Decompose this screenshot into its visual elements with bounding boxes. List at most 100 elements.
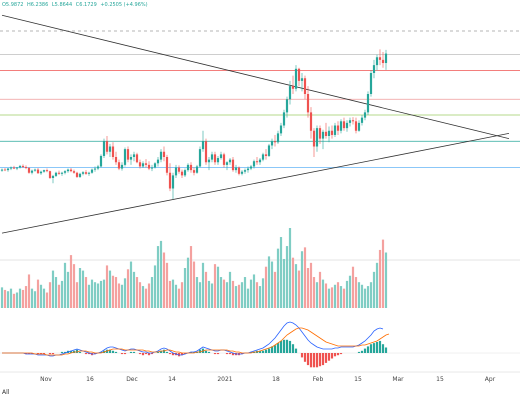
volume-bar: [63, 262, 67, 308]
volume-bar: [378, 249, 382, 308]
macd-histogram-bar: [144, 353, 148, 355]
volume-bar: [348, 275, 352, 308]
candle-body: [279, 125, 283, 134]
candle-body: [252, 161, 256, 167]
macd-histogram-bar: [225, 353, 229, 355]
volume-bar: [321, 279, 325, 308]
candle-body: [291, 86, 295, 89]
candle-body: [171, 175, 175, 189]
ohlc-close: C6.1729: [75, 2, 97, 8]
macd-histogram-bar: [336, 353, 340, 356]
candle-body: [51, 175, 55, 178]
ohlc-low: L5.8644: [51, 2, 73, 8]
macd-histogram-bar: [51, 353, 55, 355]
candle-body: [150, 167, 154, 169]
volume-bar: [15, 292, 19, 308]
macd-histogram-bar: [42, 353, 46, 355]
macd-histogram-bar: [60, 351, 64, 353]
volume-bar: [99, 280, 103, 308]
x-tick-label: 18: [272, 376, 280, 383]
volume-bar: [333, 284, 337, 308]
candle-body: [117, 162, 121, 169]
candle-body: [102, 141, 106, 156]
candle-body: [336, 125, 340, 131]
candle-body: [27, 168, 31, 173]
volume-bar: [111, 275, 115, 308]
volume-bar: [174, 284, 178, 308]
x-tick-label: 15: [354, 376, 362, 383]
volume-bar: [210, 283, 214, 308]
volume-bar: [207, 280, 211, 308]
candle-body: [351, 120, 355, 122]
volume-bar: [297, 270, 301, 308]
macd-histogram-bar: [252, 351, 256, 353]
candle-body: [267, 145, 271, 156]
signal-line: [2, 327, 390, 356]
candle-body: [60, 172, 64, 174]
volume-bar: [114, 277, 118, 308]
trendline: [1, 14, 510, 140]
volume-bar: [168, 280, 172, 308]
macd-histogram-bar: [84, 353, 88, 355]
macd-histogram-bar: [267, 348, 271, 353]
macd-histogram-bar: [363, 348, 367, 353]
volume-bar: [360, 284, 364, 308]
candle-body: [201, 141, 205, 150]
candle-body: [75, 172, 79, 177]
candle-body: [219, 154, 223, 159]
macd-histogram-bar: [360, 350, 364, 353]
candle-body: [153, 163, 157, 168]
volume-bar: [294, 264, 298, 308]
macd-histogram-bar: [291, 344, 295, 353]
trendlines: [1, 14, 510, 234]
candle-body: [189, 164, 193, 171]
macd-histogram-bar: [318, 353, 322, 367]
volume-bar: [318, 271, 322, 308]
volume-bar: [237, 284, 241, 308]
volume-bar: [69, 255, 73, 308]
x-tick-label: Apr: [485, 376, 496, 383]
candle-body: [123, 149, 127, 165]
volume-bar: [21, 289, 25, 308]
volume-bar: [285, 246, 289, 308]
macd-histogram-bar: [375, 342, 379, 353]
macd-histogram-bar: [69, 350, 73, 353]
volume-bar: [204, 271, 208, 308]
volume-bar: [150, 277, 154, 308]
macd-histogram-bar: [312, 353, 316, 368]
x-tick-label: Mar: [392, 376, 404, 383]
macd-histogram-bar: [384, 347, 388, 353]
macd-histogram-bar: [240, 353, 244, 355]
volume-bar: [183, 268, 187, 308]
candle-body: [237, 167, 241, 174]
range-all-button[interactable]: All: [2, 389, 10, 396]
volume-bar: [369, 282, 373, 308]
macd-histogram-bar: [261, 350, 265, 353]
macd-histogram-bar: [216, 353, 220, 355]
macd-histogram-bar: [87, 353, 91, 355]
x-tick-label: 15: [436, 376, 444, 383]
candle-body: [144, 163, 148, 165]
volume-bar: [33, 291, 37, 308]
macd-histogram-bar: [258, 350, 262, 353]
volume-bar: [372, 271, 376, 308]
candle-body: [225, 162, 229, 165]
macd-histogram-bar: [156, 351, 160, 353]
volume-bar: [156, 246, 160, 308]
volume-bar: [66, 271, 70, 308]
volume-bar: [162, 252, 166, 308]
candle-body: [90, 169, 94, 173]
volume-bar: [159, 240, 163, 308]
macd-histogram-bar: [288, 340, 292, 353]
candle-body: [45, 170, 49, 172]
volume-bar: [213, 264, 217, 308]
candle-body: [6, 168, 10, 171]
volume-bar: [192, 261, 196, 308]
candle-body: [222, 154, 226, 165]
volume-bar: [30, 288, 34, 308]
x-tick-label: Dec: [126, 376, 138, 383]
candle-body: [111, 146, 115, 157]
candle-body: [93, 168, 97, 170]
volume-bar: [165, 262, 169, 308]
